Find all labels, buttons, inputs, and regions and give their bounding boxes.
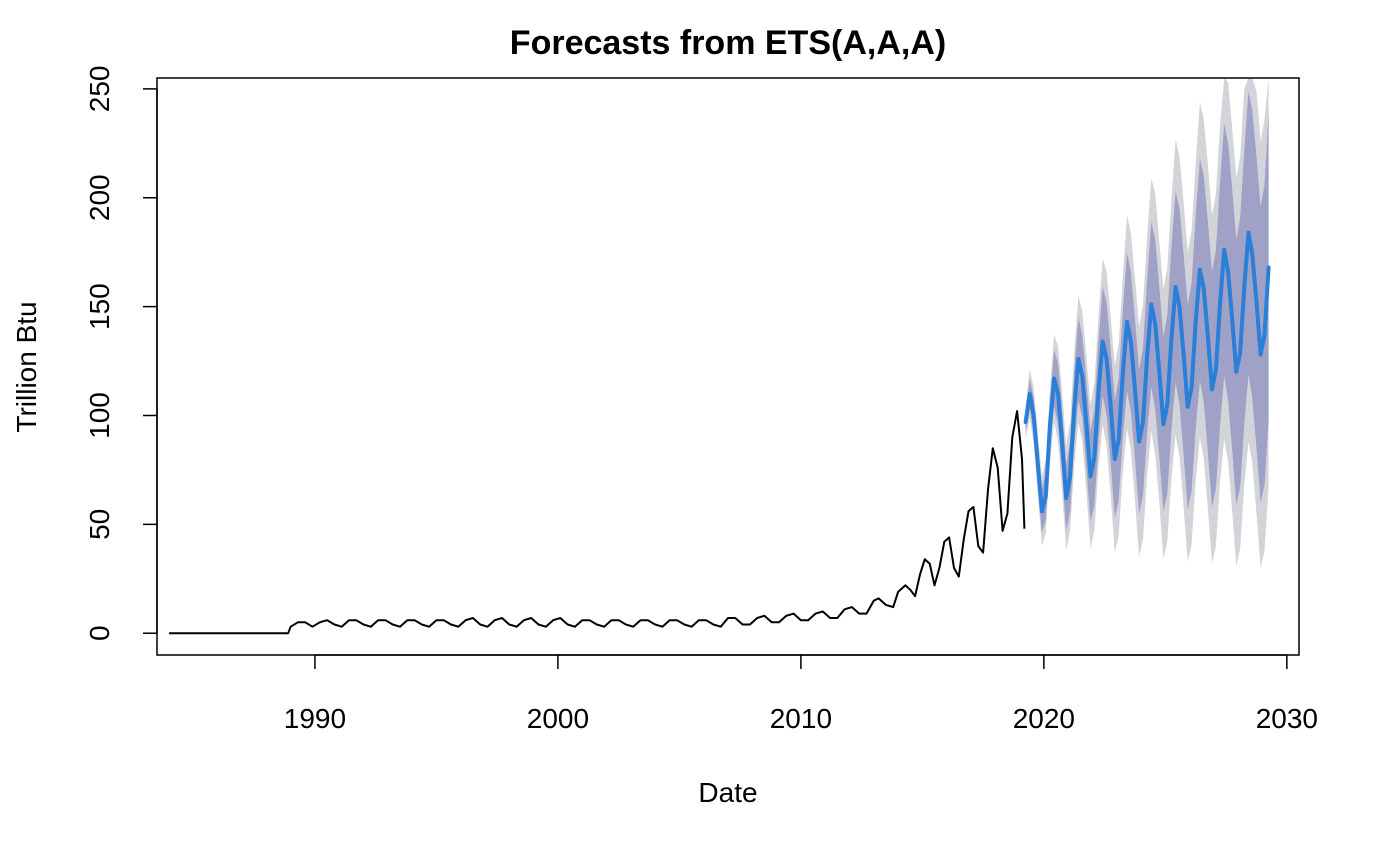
- y-tick-label: 200: [84, 174, 115, 221]
- x-tick-label: 2020: [1013, 703, 1075, 734]
- x-axis: 1990 2000 2010 2020 2030: [284, 654, 1318, 734]
- y-tick-label: 250: [84, 66, 115, 113]
- forecast-series-line: [1023, 230, 1271, 514]
- x-tick-label: 1990: [284, 703, 346, 734]
- x-tick-label: 2010: [770, 703, 832, 734]
- x-tick-label: 2000: [527, 703, 589, 734]
- chart-title: Forecasts from ETS(A,A,A): [510, 24, 946, 62]
- y-tick-label: 0: [84, 625, 115, 641]
- x-axis-label: Date: [698, 777, 757, 808]
- y-tick-label: 50: [84, 509, 115, 540]
- x-tick-label: 2030: [1256, 703, 1318, 734]
- observed-series-line: [169, 410, 1026, 635]
- y-axis-label: Trillion Btu: [11, 301, 42, 432]
- y-tick-label: 100: [84, 392, 115, 439]
- y-axis: 0 50 100 150 200 250: [84, 66, 158, 641]
- series-layer: [169, 230, 1271, 635]
- y-tick-label: 150: [84, 283, 115, 330]
